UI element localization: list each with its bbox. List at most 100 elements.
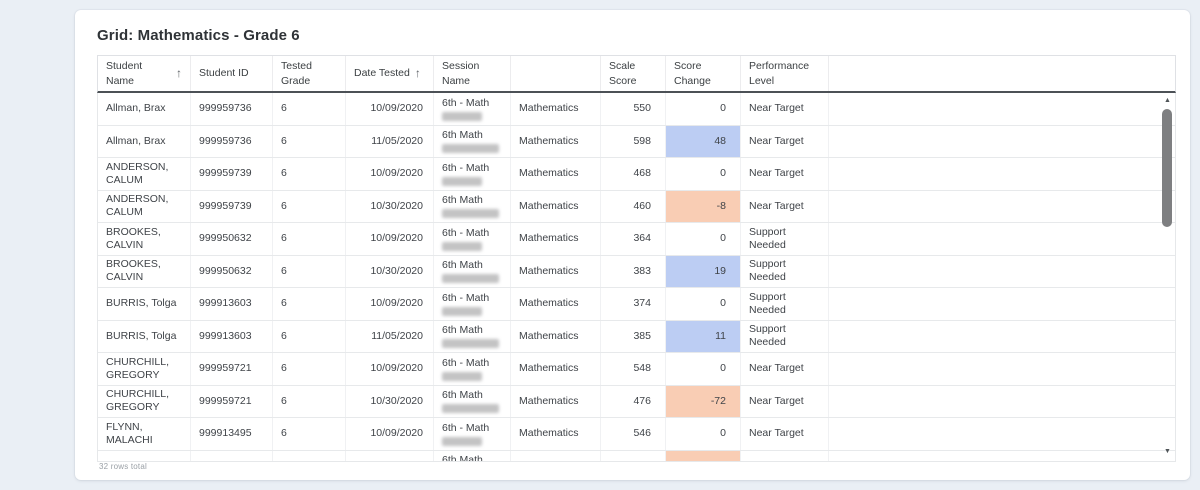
column-header-session-name[interactable]: Session Name: [434, 56, 511, 91]
cell-score-change: 0: [666, 288, 741, 320]
redacted-text-blur: [442, 274, 499, 284]
session-name-text: 6th - Math: [442, 421, 490, 434]
cell-performance-level: Near Target: [741, 190, 829, 222]
cell-score-change: 0: [666, 93, 741, 125]
cell-filler: [829, 256, 1175, 288]
column-header-date-tested[interactable]: Date Tested ↑: [346, 56, 434, 91]
cell-student-name: BROOKES, CALVIN: [98, 223, 191, 255]
cell-scale-score: 460: [601, 190, 666, 222]
cell-filler: [829, 386, 1175, 418]
redacted-text-blur: [442, 176, 482, 186]
cell-session-name: 6th Math: [434, 385, 511, 417]
column-header-scale-score[interactable]: Scale Score: [601, 56, 666, 91]
session-name-text: 6th - Math: [442, 161, 490, 174]
cell-student-id: 999959721: [191, 385, 273, 417]
table-row: BROOKES, CALVIN 999950632 6 10/30/2020 6th M…: [98, 255, 1175, 288]
cell-subject: Mathematics: [511, 255, 601, 287]
cell-student-id: 999959736: [191, 125, 273, 157]
cell-tested-grade: 6: [273, 190, 346, 222]
column-header-tested-grade[interactable]: Tested Grade: [273, 56, 346, 91]
cell-tested-grade: 6: [273, 93, 346, 125]
cell-performance-level: Near Target: [741, 418, 829, 450]
cell-filler: [829, 93, 1175, 125]
cell-student-name: BROOKES, CALVIN: [98, 255, 191, 287]
grid-body: Allman, Brax 999959736 6 10/09/2020 6th - Ma…: [97, 93, 1176, 462]
cell-session-name: 6th Math: [434, 450, 511, 462]
column-header-performance-level[interactable]: Performance Level: [741, 56, 829, 91]
cell-student-id: [191, 450, 273, 461]
grid-panel: Grid: Mathematics - Grade 6 Student Name…: [75, 10, 1190, 480]
cell-filler: [829, 451, 1175, 462]
session-name-text: 6th Math: [442, 129, 483, 142]
column-header-label: Session Name: [442, 60, 480, 87]
cell-score-change: 0: [666, 158, 741, 190]
cell-scale-score: 374: [601, 288, 666, 320]
session-name-text: 6th Math: [442, 194, 483, 207]
cell-date-tested: 10/30/2020: [346, 255, 434, 287]
cell-subject: Mathematics: [511, 320, 601, 352]
cell-date-tested: 10/09/2020: [346, 418, 434, 450]
cell-score-change: 19: [666, 255, 741, 287]
cell-student-name: [98, 450, 191, 461]
cell-subject: [511, 450, 601, 461]
column-header-label: Date Tested: [354, 67, 410, 80]
cell-date-tested: 10/09/2020: [346, 223, 434, 255]
rows-total-label: 32 rows total: [99, 462, 147, 471]
table-row: FLYNN, MALACHI 999913495 6 10/09/2020 6th - …: [98, 418, 1175, 451]
cell-student-id: 999913603: [191, 320, 273, 352]
cell-scale-score: 476: [601, 385, 666, 417]
session-name-text: 6th Math: [442, 454, 483, 462]
column-header-label: Student Name: [106, 60, 143, 87]
column-header-subject[interactable]: [511, 56, 601, 91]
cell-session-name: 6th Math: [434, 255, 511, 287]
cell-tested-grade: 6: [273, 255, 346, 287]
cell-student-name: BURRIS, Tolga: [98, 288, 191, 320]
column-header-score-change[interactable]: Score Change: [666, 56, 741, 91]
cell-score-change: 0: [666, 353, 741, 385]
column-header-student-name[interactable]: Student Name ↑: [98, 56, 191, 91]
cell-filler: [829, 126, 1175, 158]
redacted-text-blur: [442, 209, 499, 219]
cell-performance-level: Support Needed: [741, 320, 829, 352]
cell-scale-score: 546: [601, 418, 666, 450]
session-name-text: 6th Math: [442, 259, 483, 272]
cell-tested-grade: 6: [273, 385, 346, 417]
vertical-scrollbar[interactable]: ▲ ▼: [1161, 95, 1174, 459]
cell-filler: [829, 158, 1175, 190]
sort-ascending-icon[interactable]: ↑: [176, 66, 182, 81]
cell-scale-score: [601, 450, 666, 461]
cell-subject: Mathematics: [511, 223, 601, 255]
column-header-label: Scale Score: [609, 60, 637, 87]
scrollbar-thumb[interactable]: [1162, 109, 1172, 227]
table-row: BURRIS, Tolga 999913603 6 10/09/2020 6th - M…: [98, 288, 1175, 321]
column-header-label: Score Change: [674, 60, 711, 87]
cell-student-name: BURRIS, Tolga: [98, 320, 191, 352]
cell-filler: [829, 321, 1175, 353]
scroll-up-arrow-icon[interactable]: ▲: [1164, 97, 1171, 104]
session-name-text: 6th Math: [442, 389, 483, 402]
column-header-filler: [829, 56, 1175, 91]
column-header-label: Student ID: [199, 67, 249, 80]
cell-score-change: 0: [666, 418, 741, 450]
cell-performance-level: Support Needed: [741, 288, 829, 320]
cell-performance-level: [741, 450, 829, 461]
cell-student-id: 999959736: [191, 93, 273, 125]
table-row: CHURCHILL, GREGORY 999959721 6 10/09/2020 6t…: [98, 353, 1175, 386]
cell-performance-level: Near Target: [741, 385, 829, 417]
page-title: Grid: Mathematics - Grade 6: [97, 27, 300, 44]
cell-student-name: CHURCHILL, GREGORY: [98, 353, 191, 385]
scroll-down-arrow-icon[interactable]: ▼: [1164, 448, 1171, 455]
cell-score-change: -8: [666, 190, 741, 222]
cell-student-id: 999913603: [191, 288, 273, 320]
cell-score-change: 11: [666, 320, 741, 352]
cell-date-tested: 10/09/2020: [346, 93, 434, 125]
column-header-student-id[interactable]: Student ID: [191, 56, 273, 91]
cell-subject: Mathematics: [511, 353, 601, 385]
redacted-text-blur: [442, 371, 482, 381]
table-row: Allman, Brax 999959736 6 11/05/2020 6th Math…: [98, 125, 1175, 158]
sort-ascending-icon[interactable]: ↑: [414, 66, 421, 81]
cell-tested-grade: 6: [273, 353, 346, 385]
cell-scale-score: 598: [601, 125, 666, 157]
table-row: ANDERSON, CALUM 999959739 6 10/30/2020 6th M…: [98, 190, 1175, 223]
cell-date-tested: 11/05/2020: [346, 320, 434, 352]
